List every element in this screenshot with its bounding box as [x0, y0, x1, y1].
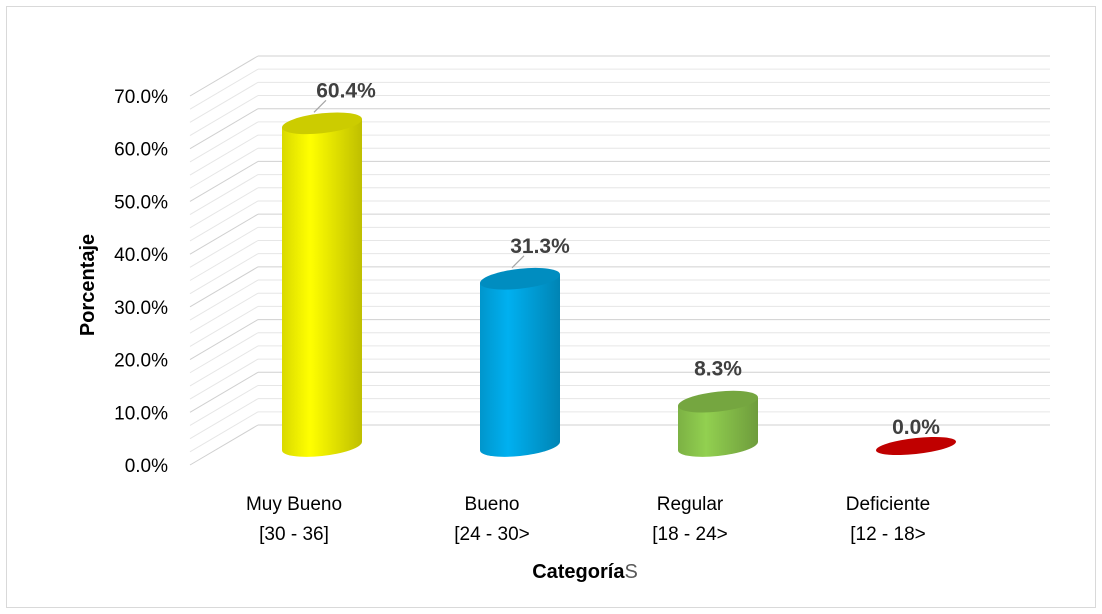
side-wall-gridline [189, 134, 259, 176]
y-tick-label: 30.0% [114, 298, 168, 319]
side-wall-gridline [189, 398, 259, 440]
category-label-name: Deficiente [846, 494, 931, 515]
bar-body [282, 119, 362, 457]
bar-2 [480, 267, 560, 457]
gridlines [189, 55, 1050, 466]
side-wall-gridline [189, 160, 259, 202]
data-label: 60.4% [316, 79, 376, 102]
side-wall-gridline [189, 121, 259, 163]
side-wall-gridline [189, 226, 259, 268]
data-labels: 60.4% 31.3% 8.3% 0.0% [313, 79, 940, 439]
x-axis-title-suffix: S [624, 561, 637, 583]
side-wall-gridline [189, 305, 259, 347]
side-wall-gridline [189, 385, 259, 426]
data-label: 8.3% [694, 358, 742, 381]
category-label-name: Bueno [465, 494, 520, 515]
side-wall-gridline [189, 108, 259, 150]
bar-top [282, 112, 362, 135]
category-label-range: [12 - 18> [850, 524, 926, 545]
side-wall-gridline [189, 55, 259, 97]
side-wall-gridline [189, 358, 259, 400]
side-wall-gridline [189, 345, 259, 387]
y-axis-ticks: 0.0% 10.0% 20.0% 30.0% 40.0% 50.0% 60.0% 70.0% [114, 87, 168, 477]
side-wall-gridline [189, 332, 259, 374]
side-wall-gridline [189, 266, 259, 308]
bar-top [480, 267, 560, 290]
category-label-range: [18 - 24> [652, 524, 728, 545]
leader-line [511, 255, 525, 269]
bar-base [876, 436, 956, 456]
side-wall-gridline [189, 253, 259, 295]
category-label-name: Muy Bueno [246, 494, 342, 515]
data-label: 0.0% [892, 416, 940, 439]
side-wall-gridline [189, 292, 259, 334]
side-wall-gridline [189, 279, 259, 321]
y-tick-label: 40.0% [114, 245, 168, 266]
bar-body [480, 274, 560, 457]
side-wall-gridline [189, 68, 259, 110]
category-label-name: Regular [657, 494, 724, 515]
leader-line [313, 99, 327, 113]
y-tick-label: 60.0% [114, 140, 168, 161]
side-wall-gridline [189, 81, 259, 123]
side-wall-gridline [189, 319, 259, 361]
bar-top [678, 390, 758, 413]
side-wall-gridline [189, 371, 259, 413]
bar-3 [678, 390, 758, 457]
category-label-range: [30 - 36] [259, 524, 329, 545]
y-axis-title: Porcentaje [77, 234, 99, 336]
side-wall-gridline [189, 200, 259, 242]
side-wall-gridline [189, 95, 259, 136]
side-wall-gridline [189, 240, 259, 281]
y-tick-label: 50.0% [114, 192, 168, 213]
side-wall-gridline [189, 147, 259, 189]
bar-1 [282, 112, 362, 457]
data-label: 31.3% [510, 235, 570, 258]
x-axis-title-main: Categoría [532, 561, 625, 583]
category-label-range: [24 - 30> [454, 524, 530, 545]
y-tick-label: 0.0% [125, 456, 168, 477]
y-tick-label: 70.0% [114, 87, 168, 108]
side-wall-gridline [189, 187, 259, 229]
x-axis-title: CategoríaS [532, 561, 638, 583]
side-wall-gridline [189, 174, 259, 216]
side-wall-gridline [189, 411, 259, 453]
side-wall-gridline [189, 213, 259, 255]
bar-4 [876, 436, 956, 456]
bars [282, 112, 956, 457]
y-tick-label: 10.0% [114, 403, 168, 424]
side-wall-gridline [189, 424, 259, 466]
y-tick-label: 20.0% [114, 351, 168, 372]
category-labels: Muy Bueno [30 - 36] Bueno [24 - 30> Regular [… [246, 494, 930, 545]
